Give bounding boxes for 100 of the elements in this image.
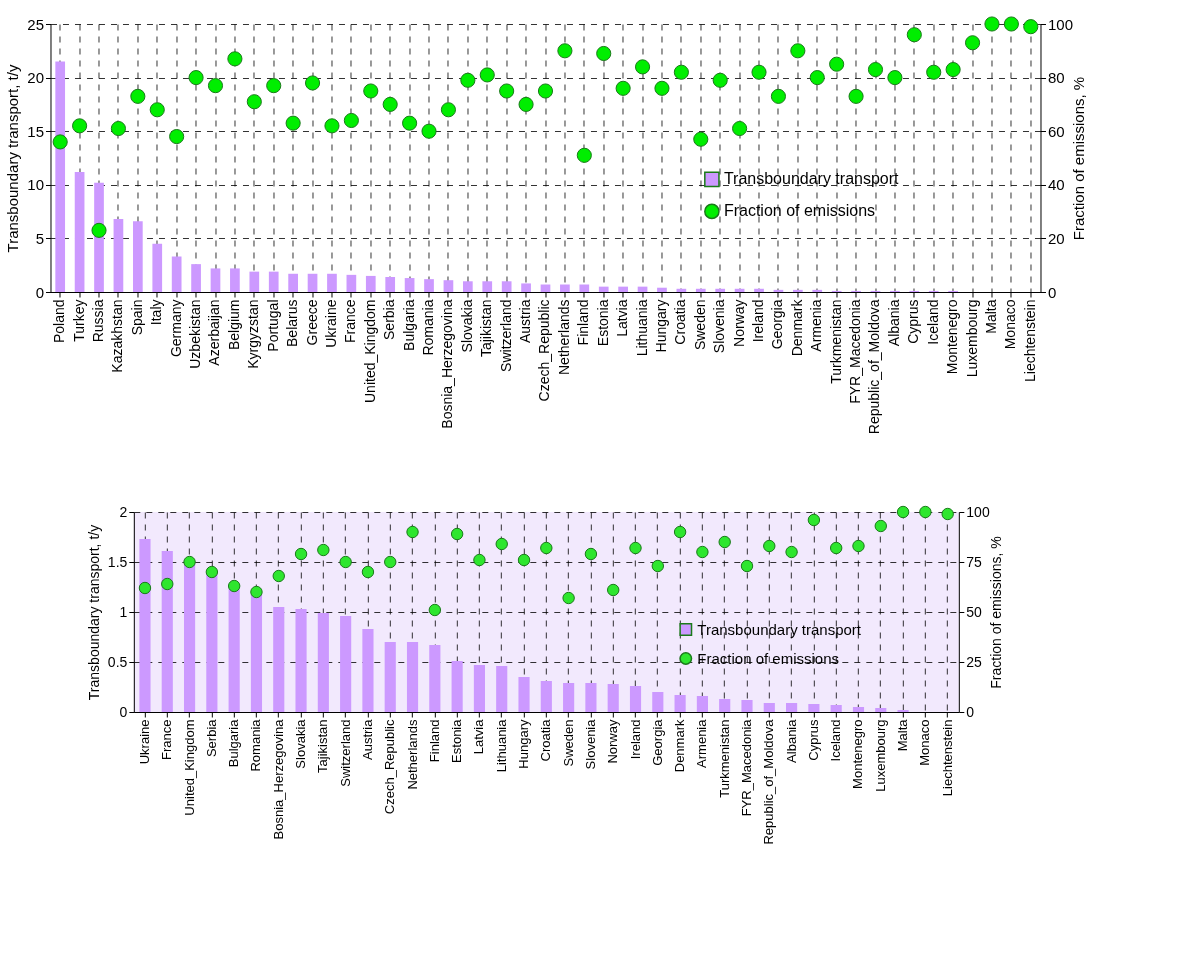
- bar: [875, 708, 887, 712]
- x-tick-label: Austria: [359, 718, 375, 760]
- bar: [812, 289, 823, 292]
- bar: [249, 271, 260, 292]
- bar: [451, 661, 463, 712]
- point: [205, 565, 219, 579]
- bar: [365, 275, 376, 292]
- x-tick-label: Latvia: [614, 299, 631, 337]
- x-tick-label: Turkmenistan: [716, 719, 732, 798]
- point: [149, 102, 165, 118]
- x-tick-label: Serbia: [381, 299, 398, 340]
- bar: [518, 677, 530, 712]
- point: [518, 96, 534, 112]
- bar: [563, 683, 575, 712]
- point: [285, 115, 301, 131]
- x-tick-label: Armenia: [694, 718, 710, 768]
- y2-tick-label: 20: [1047, 229, 1065, 247]
- point: [428, 603, 442, 617]
- point: [718, 535, 731, 549]
- y-tick-label: 5: [35, 229, 44, 247]
- x-tick-label: Netherlands: [555, 299, 572, 375]
- x-tick-label: Tajikistan: [315, 719, 331, 773]
- point: [896, 505, 910, 519]
- bar: [171, 256, 182, 292]
- y2-tick-label: 25: [966, 653, 983, 670]
- point: [183, 555, 196, 569]
- point: [361, 565, 375, 579]
- y2-tick-label: 100: [966, 503, 990, 520]
- x-tick-label: Georgia: [769, 299, 786, 350]
- y-tick-label: 15: [27, 122, 44, 140]
- x-tick-label: Spain: [128, 299, 145, 336]
- point: [785, 545, 798, 559]
- y-axis-title: Transboundary transport, t/y: [4, 64, 22, 253]
- x-tick-label: Finland: [426, 719, 442, 763]
- bar: [598, 286, 609, 292]
- x-tick-label: Iceland: [924, 299, 941, 345]
- bar: [695, 288, 706, 292]
- x-tick-label: Norway: [730, 299, 747, 347]
- point: [250, 585, 263, 599]
- point: [495, 537, 508, 551]
- y2-axis-title: Fraction of emissions, %: [1070, 76, 1088, 241]
- x-tick-label: Lithuania: [493, 718, 509, 773]
- x-tick-label: Switzerland: [497, 299, 514, 372]
- point: [540, 541, 553, 555]
- bar: [560, 284, 570, 292]
- y2-tick-label: 0: [966, 703, 975, 720]
- x-tick-label: Ukraine: [136, 719, 152, 765]
- bar: [139, 539, 151, 712]
- point: [52, 134, 68, 150]
- point: [673, 525, 687, 539]
- x-tick-label: Germany: [167, 299, 184, 358]
- x-tick-label: France: [342, 299, 359, 344]
- x-tick-label: Ireland: [627, 719, 643, 760]
- x-tick-label: Romania: [248, 718, 264, 772]
- x-tick-label: Cyprus: [905, 299, 922, 344]
- bar: [206, 572, 218, 712]
- point: [945, 62, 961, 78]
- point: [829, 541, 843, 555]
- bar: [132, 221, 143, 292]
- x-tick-label: Slovakia: [458, 299, 475, 353]
- x-tick-label: FYR_Macedonia: [739, 718, 754, 817]
- y2-tick-label: 50: [966, 603, 983, 620]
- point: [651, 559, 665, 573]
- legend-label: Fraction of emissions: [697, 649, 840, 667]
- point: [852, 539, 865, 553]
- x-tick-label: Bosnia_Herzegovina: [270, 718, 286, 840]
- bar: [268, 271, 279, 292]
- point: [479, 67, 495, 83]
- bar: [585, 683, 597, 712]
- bar: [763, 703, 775, 712]
- point: [384, 555, 397, 569]
- x-tick-label: Hungary: [516, 719, 532, 769]
- x-tick-label: Czech_Republic: [536, 299, 553, 402]
- point: [712, 72, 728, 88]
- x-tick-label: Turkey: [70, 299, 87, 342]
- y-tick-label: 0: [119, 703, 128, 720]
- point: [537, 83, 554, 99]
- x-tick-label: Bosnia_Herzegovina: [439, 299, 456, 429]
- point: [188, 70, 204, 86]
- bar: [424, 279, 434, 292]
- point: [829, 56, 845, 72]
- y2-tick-label: 100: [1047, 15, 1074, 33]
- bar: [385, 276, 396, 292]
- x-tick-label: Russia: [90, 299, 107, 343]
- point: [110, 120, 126, 137]
- y2-tick-label: 0: [1047, 283, 1057, 301]
- y-tick-label: 10: [27, 176, 44, 194]
- bar: [161, 551, 173, 712]
- point: [130, 88, 146, 104]
- x-tick-label: Croatia: [538, 718, 554, 762]
- x-tick-label: Turkmenistan: [827, 299, 844, 384]
- bar: [191, 264, 201, 292]
- point: [926, 64, 942, 80]
- bar: [473, 665, 485, 712]
- point: [984, 16, 1000, 32]
- bar: [629, 686, 642, 712]
- x-tick-label: Switzerland: [337, 719, 353, 787]
- x-tick-label: Czech_Republic: [382, 719, 398, 815]
- x-tick-label: Bulgaria: [226, 718, 242, 768]
- point: [421, 123, 437, 139]
